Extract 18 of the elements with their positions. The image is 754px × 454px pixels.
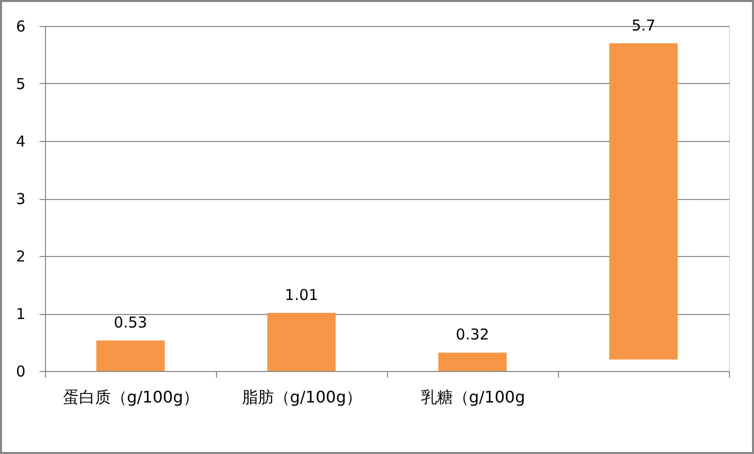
y-tick-label: 3: [16, 190, 26, 208]
bar: [438, 352, 507, 371]
x-tick-label: 乳糖（g/100g: [420, 388, 526, 406]
y-tick-label: 2: [16, 248, 26, 266]
x-tick-label: 脂肪（g/100g）: [242, 388, 362, 406]
data-label: 0.53: [114, 314, 148, 332]
x-tick-label: 蛋白质（g/100g）: [62, 388, 200, 406]
data-label: 1.01: [284, 286, 318, 304]
y-tick-label: 0: [16, 362, 26, 380]
bar: [96, 340, 165, 371]
bar: [267, 312, 336, 371]
data-label: 5.7: [632, 16, 656, 34]
y-tick-label: 1: [16, 305, 26, 323]
y-tick-label: 6: [16, 18, 26, 36]
data-label: 0.32: [456, 326, 490, 344]
bar: [609, 43, 678, 360]
y-tick-label: 5: [16, 75, 26, 93]
y-tick-label: 4: [16, 132, 26, 150]
